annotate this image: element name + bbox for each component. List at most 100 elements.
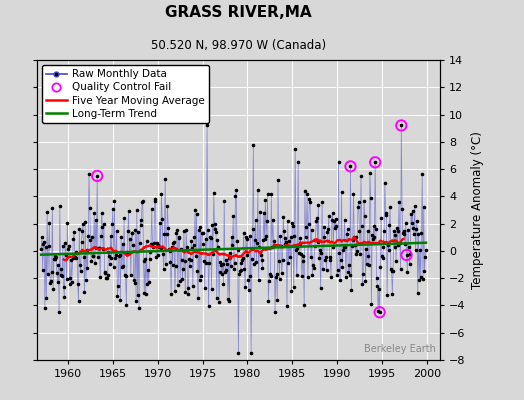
Point [124,208,133,214]
Point [406,260,414,267]
Point [385,222,394,228]
Point [296,234,304,241]
Point [326,256,334,263]
Point [151,198,160,204]
Point [222,267,230,274]
Point [331,225,339,232]
Point [257,252,265,258]
Point [234,350,243,356]
Point [287,288,296,294]
Point [283,302,291,309]
Point [100,221,108,227]
Point [332,222,341,229]
Point [394,242,402,249]
Point [321,257,329,264]
Point [339,246,347,253]
Point [83,265,92,271]
Point [129,277,138,284]
Point [336,276,344,283]
Point [401,241,409,248]
Point [399,228,408,234]
Point [223,260,232,267]
Point [71,254,79,260]
Point [304,274,312,280]
Point [91,259,99,266]
Point [73,250,81,256]
Point [248,256,256,262]
Point [50,256,58,263]
Point [356,250,364,257]
Point [148,206,156,212]
Point [177,246,185,252]
Point [37,246,46,252]
Point [95,245,104,252]
Point [106,232,115,239]
Point [402,252,411,258]
Point [56,203,64,209]
Point [268,244,276,250]
Point [364,228,372,234]
Point [158,216,167,222]
Point [190,234,199,240]
Point [301,233,310,240]
Point [375,309,384,316]
Point [309,262,318,268]
Point [50,253,59,260]
Point [244,276,253,283]
Point [418,171,427,178]
Point [233,238,241,244]
Point [112,252,120,258]
Point [206,235,215,241]
Text: GRASS RIVER,MA: GRASS RIVER,MA [165,5,312,20]
Point [357,173,365,180]
Point [322,254,330,260]
Point [79,221,87,227]
Point [226,250,234,256]
Point [396,240,404,246]
Point [409,224,418,231]
Point [352,234,361,240]
Point [81,218,90,225]
Point [222,256,231,263]
Point [408,220,416,226]
Point [301,188,309,194]
Point [166,258,174,265]
Point [215,298,223,305]
Point [361,212,369,219]
Point [84,233,92,240]
Point [366,170,374,176]
Point [300,302,308,308]
Point [61,240,69,246]
Point [265,278,273,284]
Point [154,252,162,258]
Point [319,266,327,272]
Point [194,294,202,301]
Point [315,247,324,253]
Legend: Raw Monthly Data, Quality Control Fail, Five Year Moving Average, Long-Term Tren: Raw Monthly Data, Quality Control Fail, … [42,65,209,123]
Point [414,231,423,237]
Point [204,227,212,234]
Point [280,228,288,234]
Point [386,204,394,210]
Point [322,266,331,273]
Point [89,252,97,259]
Point [380,227,388,234]
Point [338,264,346,270]
Point [156,220,164,226]
Point [166,248,174,254]
Point [150,240,158,246]
Point [371,159,379,166]
Point [68,279,76,285]
Point [413,290,422,296]
Point [252,216,260,223]
Point [313,215,321,221]
Point [180,258,189,264]
Point [131,227,139,233]
Point [399,230,407,236]
Point [262,233,270,239]
Point [52,270,61,276]
Point [315,254,323,261]
Point [311,237,320,243]
Point [93,173,102,179]
Point [419,276,427,282]
